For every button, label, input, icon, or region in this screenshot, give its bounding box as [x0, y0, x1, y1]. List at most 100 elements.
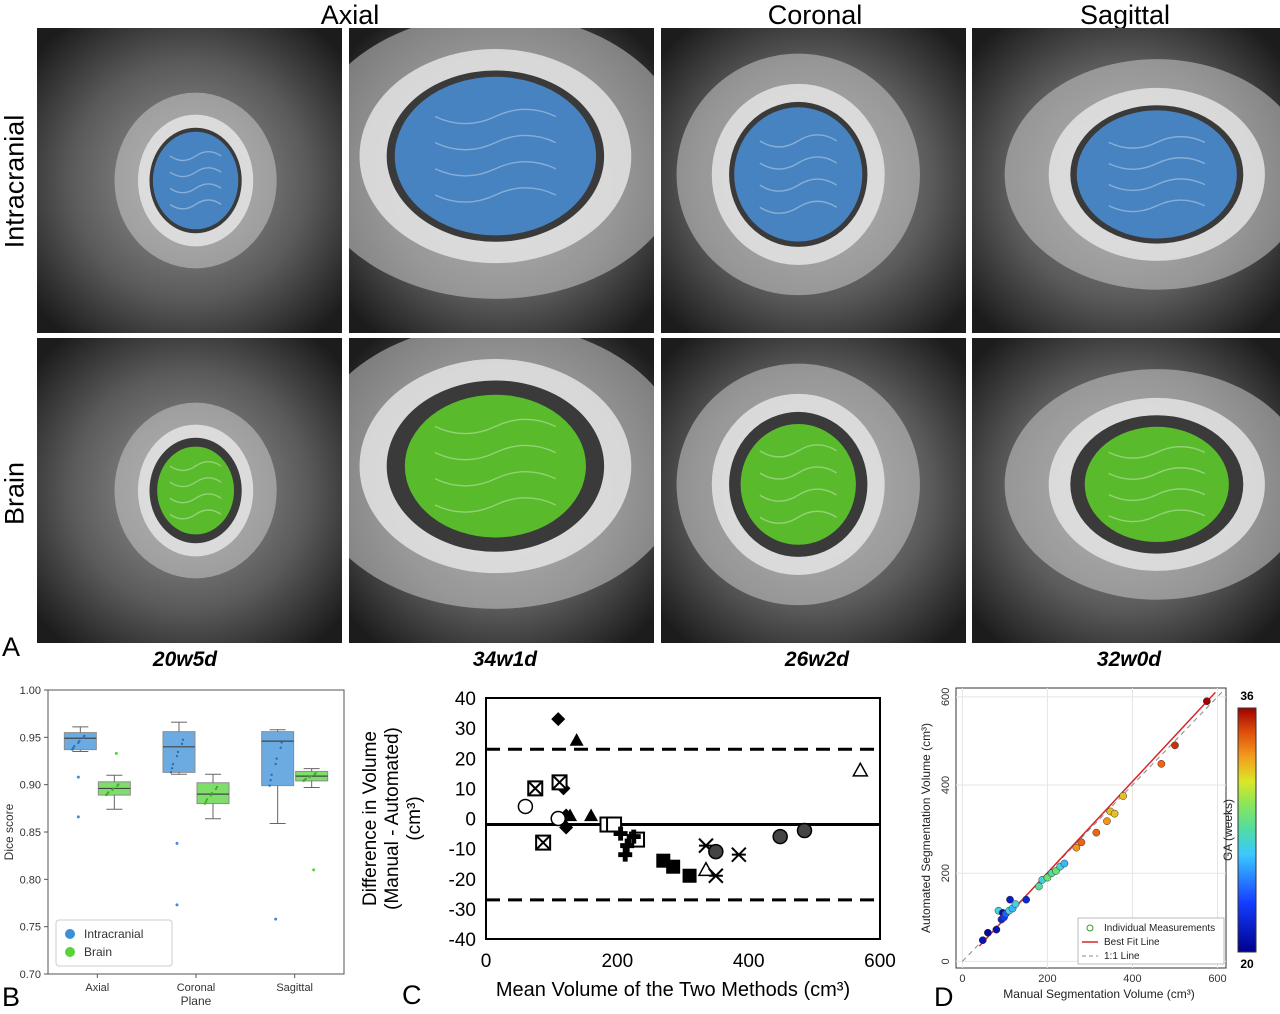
y-tick-label: 0.70 [20, 969, 41, 981]
data-point [772, 828, 788, 845]
mri-slice-image [972, 338, 1280, 643]
gestational-age-label: 26w2d [784, 648, 850, 671]
x-tick-label: 600 [1208, 973, 1226, 985]
data-point [618, 847, 633, 862]
data-point [73, 745, 76, 748]
data-point [626, 829, 641, 844]
data-point [314, 772, 317, 775]
legend-box [1077, 917, 1225, 965]
gestational-age-label: 20w5d [152, 648, 218, 671]
data-point [1077, 838, 1086, 847]
data-point [112, 787, 115, 790]
y-axis-label: (Manual - Automated) [382, 727, 403, 910]
x-axis-label: Manual Segmentation Volume (cm³) [1003, 987, 1194, 1001]
data-point [170, 767, 174, 770]
data-point [708, 843, 724, 860]
x-tick-label: 600 [864, 951, 896, 972]
legend-marker [65, 929, 75, 939]
data-point [268, 784, 271, 787]
y-tick-label: -40 [449, 930, 476, 951]
dice-score-boxplot: 0.70 0.75 0.80 0.85 0.90 0.95 1.00 Dice score Ax… [0, 678, 390, 1009]
data-point [559, 820, 574, 835]
data-point [270, 773, 273, 777]
data-point [209, 794, 213, 797]
y-tick-label: 400 [940, 776, 952, 794]
data-point [309, 774, 312, 778]
y-tick-label: -20 [449, 870, 476, 891]
colorbar-label: GA (weeks) [1221, 799, 1235, 861]
data-point [117, 783, 120, 786]
y-tick-label: 0.90 [20, 780, 41, 792]
data-point [613, 826, 628, 841]
y-axis-label: Dice score [2, 803, 16, 860]
x-tick-label: Sagittal [276, 982, 313, 994]
data-point [171, 763, 175, 766]
y-tick-label: 0.75 [20, 922, 41, 934]
data-point [1203, 697, 1211, 706]
y-tick-label: 600 [940, 688, 952, 706]
data-point [181, 738, 185, 741]
y-tick-label: 30 [455, 719, 476, 740]
data-point [1035, 882, 1043, 891]
data-point [214, 787, 218, 791]
colorbar [1237, 707, 1257, 953]
data-point [1072, 843, 1081, 852]
data-point [1119, 792, 1127, 800]
data-point [992, 925, 1001, 934]
y-axis-label: Difference in Volume [360, 731, 381, 906]
data-point [1060, 859, 1069, 868]
y-tick-label: 0.85 [20, 827, 41, 839]
x-tick-label: 0 [959, 973, 965, 985]
panel-letter-a: A [2, 632, 21, 662]
data-point [682, 868, 697, 883]
mri-slice-image [661, 338, 966, 643]
data-point [78, 739, 81, 743]
data-point [731, 846, 747, 863]
data-point [205, 798, 209, 801]
y-tick-label: 20 [455, 749, 476, 770]
outlier-point [76, 815, 80, 819]
y-tick-label: 0.95 [20, 732, 41, 744]
colorbar-max-label: 36 [1240, 689, 1254, 703]
data-point [535, 834, 552, 851]
data-point [1157, 759, 1166, 768]
y-axis-label: Automated Segmentation Volume (cm³) [919, 723, 933, 933]
outlier-point [312, 868, 316, 872]
data-point [1006, 895, 1014, 904]
row-title-intracranial: Intracranial [0, 114, 30, 249]
data-point [978, 936, 987, 945]
mri-slice-image [349, 338, 654, 643]
gestational-age-label: 34w1d [472, 648, 538, 671]
bland-altman-plot: -40 -30 -20 -10 0 10 20 30 40 0 200 400 600 Mean Volu… [350, 682, 910, 1009]
data-point [551, 774, 568, 791]
data-point [796, 822, 813, 839]
legend-label: Brain [84, 945, 112, 959]
y-tick-label: 40 [455, 689, 476, 710]
data-point [1011, 900, 1020, 908]
data-point [304, 777, 307, 781]
data-point [708, 868, 724, 884]
mri-slice-image [37, 338, 342, 643]
data-point [269, 779, 272, 782]
data-point [176, 750, 180, 754]
y-tick-label: 0 [940, 958, 952, 964]
y-tick-label: 0 [465, 810, 476, 831]
y-tick-label: -10 [449, 840, 476, 861]
legend-label: Intracranial [84, 927, 143, 941]
data-point [203, 802, 207, 805]
data-point [550, 810, 566, 827]
data-point [204, 800, 208, 803]
x-tick-label: 400 [733, 951, 765, 972]
legend-marker [1086, 924, 1094, 932]
data-point [984, 928, 992, 937]
outlier-point [76, 775, 80, 779]
y-tick-label: -30 [449, 900, 476, 921]
column-title-axial: Axial [320, 0, 380, 30]
legend-label: 1:1 Line [1104, 951, 1140, 962]
mri-slice-image [972, 28, 1280, 333]
gestational-age-label: 32w0d [1096, 648, 1162, 671]
data-point [620, 838, 635, 853]
mri-slice-image [661, 28, 966, 333]
data-point [215, 785, 219, 789]
y-tick-label: 10 [455, 779, 476, 800]
